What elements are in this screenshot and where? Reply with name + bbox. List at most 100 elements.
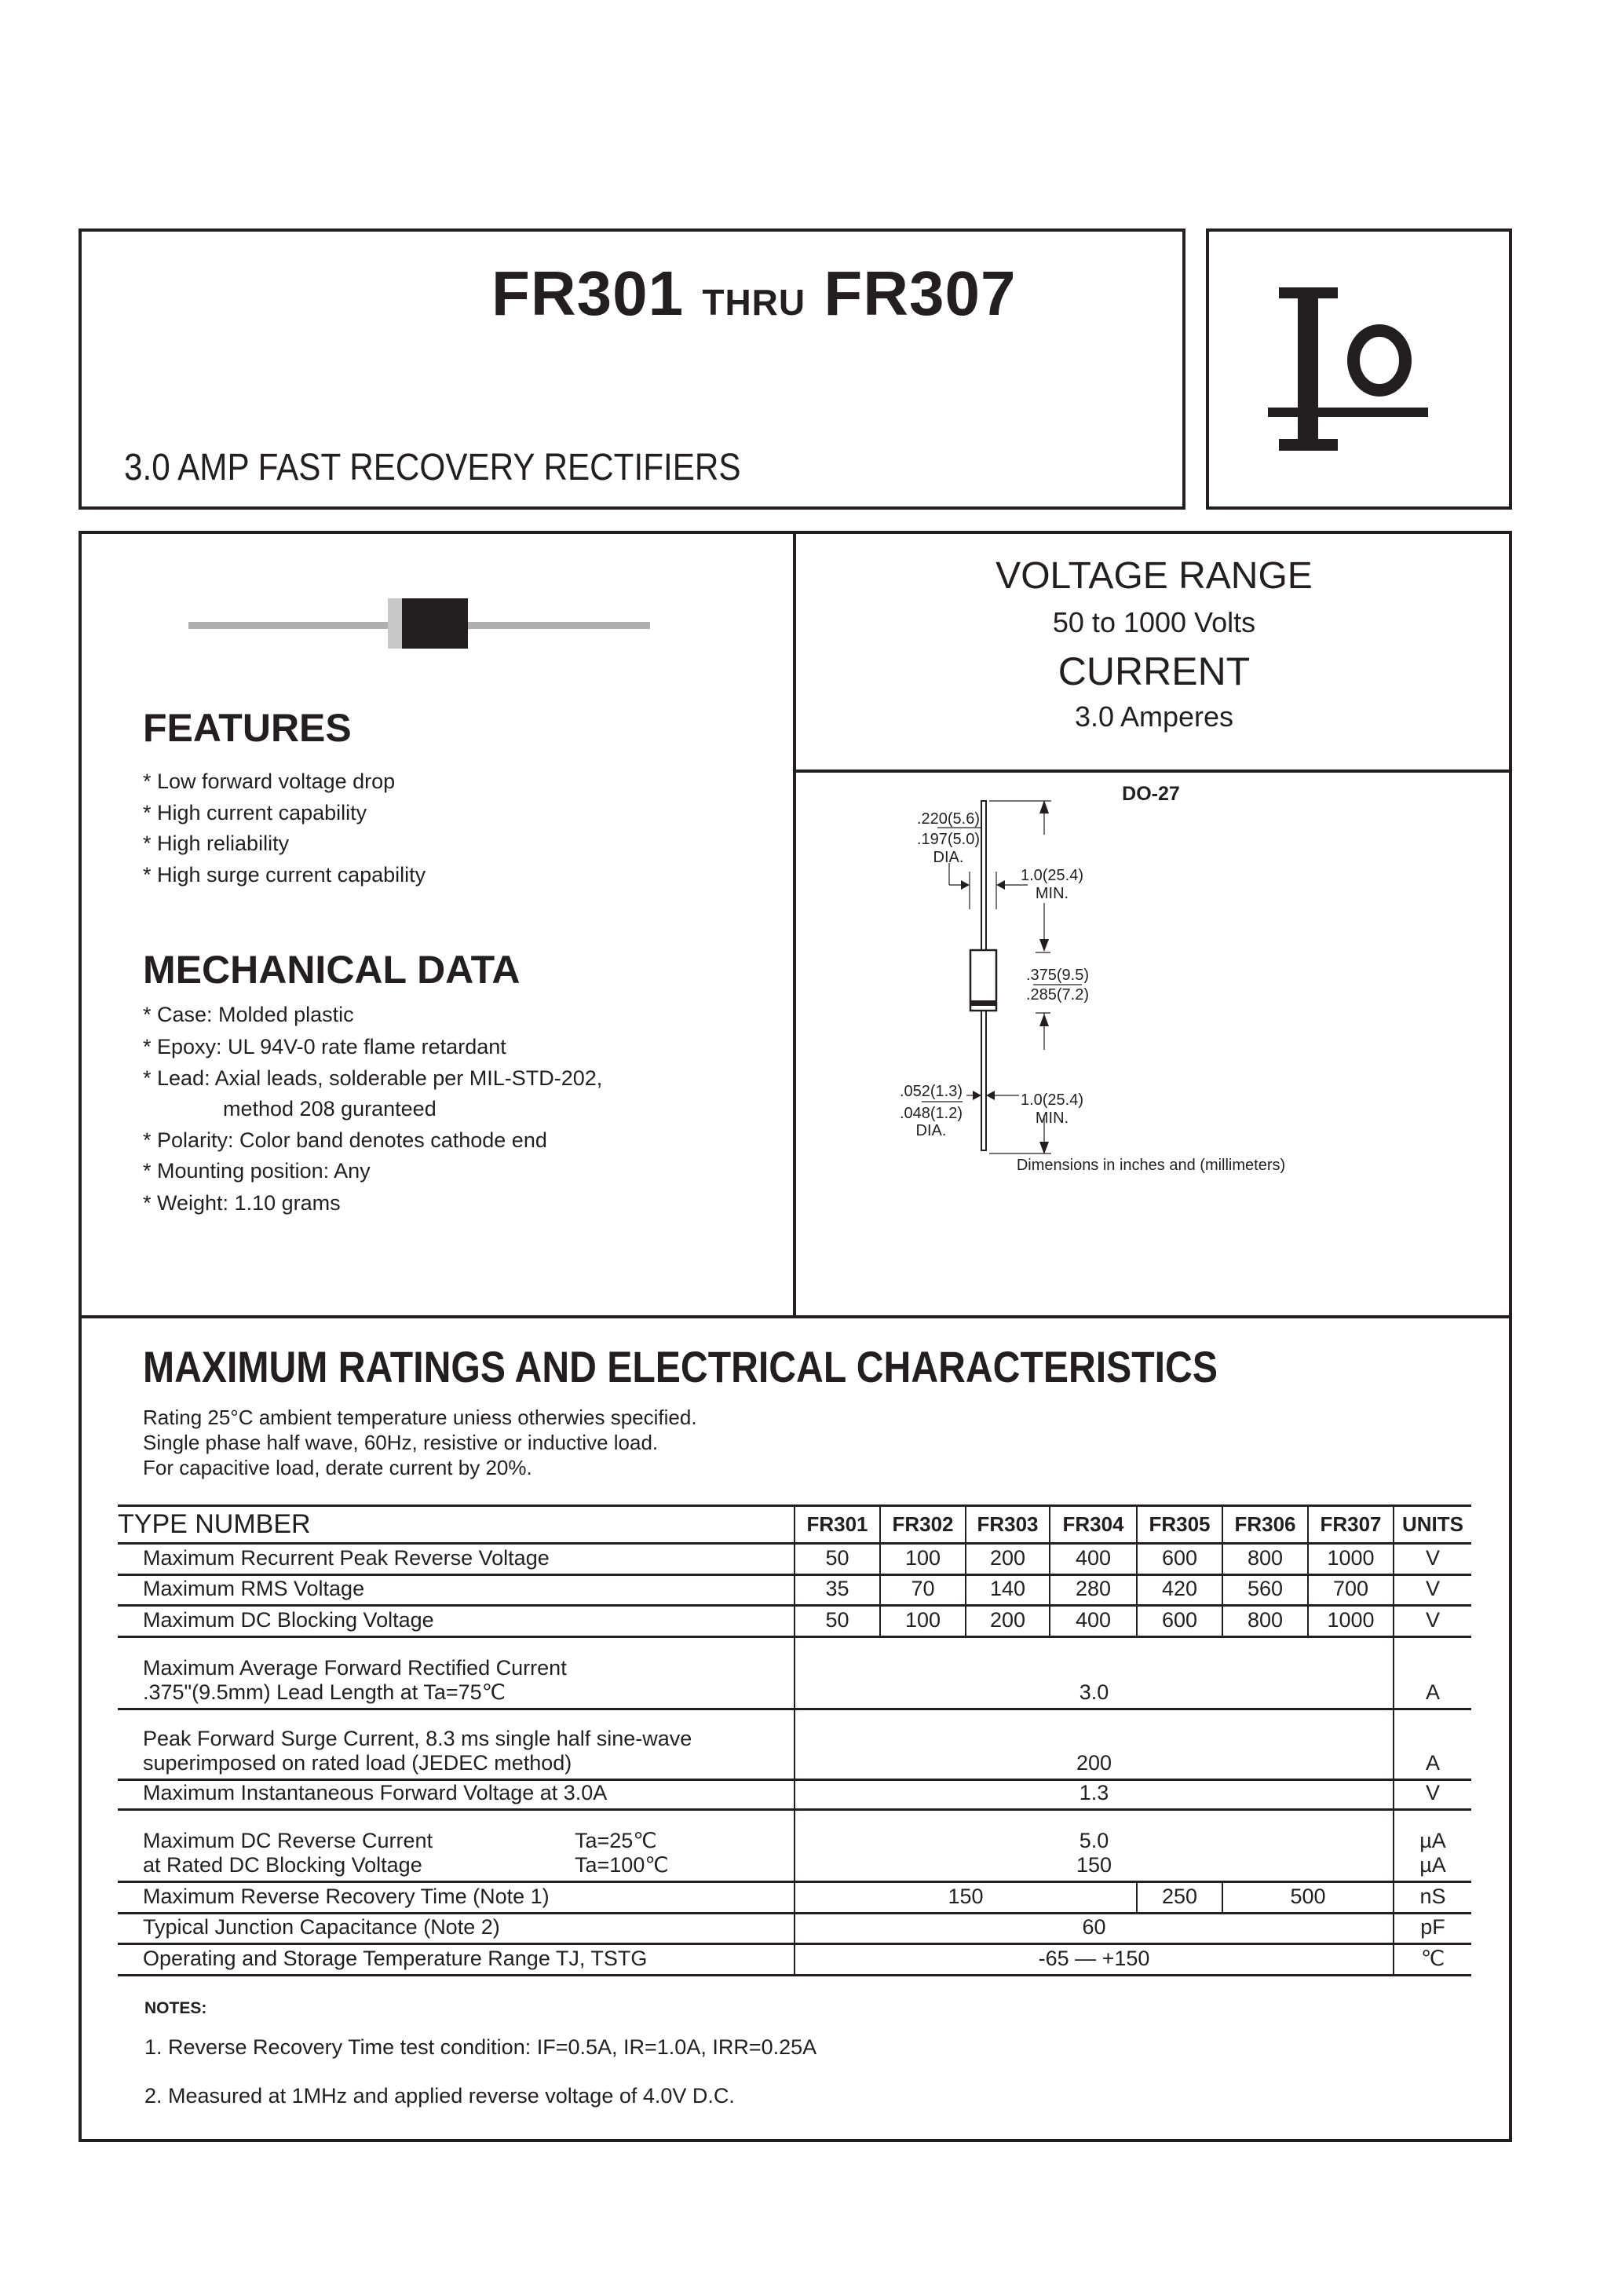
- row-label: Typical Junction Capacitance (Note 2): [118, 1913, 795, 1945]
- package-drawing: DO-27 .220(5.6) .197(5.0) DIA.: [900, 783, 1285, 1174]
- divider-right: [795, 770, 1512, 773]
- body-dia-min: .197(5.0): [917, 831, 980, 848]
- table-row: Maximum Reverse Recovery Time (Note 1) 1…: [118, 1881, 1471, 1914]
- cell: 200: [965, 1543, 1050, 1576]
- row-label-line2: .375"(9.5mm) Lead Length at Ta=75℃: [143, 1680, 506, 1704]
- cell: 3.0: [794, 1636, 1394, 1710]
- cell: 150: [794, 1881, 1137, 1914]
- rating-condition: Rating 25°C ambient temperature uniess o…: [143, 1406, 697, 1429]
- ratings-table: TYPE NUMBER FR301 FR302 FR303 FR304 FR30…: [118, 1504, 1471, 1976]
- page-title: FR301 THRU FR307: [491, 258, 1016, 330]
- mechanical-item: * Mounting position: Any: [143, 1159, 371, 1183]
- unit-cell: ℃: [1393, 1943, 1471, 1976]
- cell: 50: [794, 1543, 880, 1576]
- unit: µA: [1419, 1829, 1446, 1852]
- cell: 100: [879, 1605, 966, 1638]
- table-row: Operating and Storage Temperature Range …: [118, 1943, 1471, 1976]
- top-lead-min: MIN.: [1036, 885, 1069, 902]
- cell: -65 — +150: [794, 1943, 1394, 1976]
- table-row: Peak Forward Surge Current, 8.3 ms singl…: [118, 1709, 1471, 1781]
- unit-cell: pF: [1393, 1913, 1471, 1945]
- cell: 5.0 150: [794, 1809, 1394, 1883]
- features-heading: FEATURES: [143, 706, 352, 750]
- unit-cell: V: [1393, 1543, 1471, 1576]
- value-25c: 5.0: [1079, 1829, 1109, 1852]
- row-label-line1: Maximum Average Forward Rectified Curren…: [143, 1656, 567, 1680]
- title-box: [79, 229, 1185, 510]
- part-start: FR301: [491, 258, 685, 328]
- row-label: Operating and Storage Temperature Range …: [118, 1943, 795, 1976]
- unit-cell: A: [1393, 1709, 1471, 1781]
- cell: 1.3: [794, 1779, 1394, 1811]
- body-dia-max: .220(5.6): [917, 810, 980, 828]
- mechanical-item: * Epoxy: UL 94V-0 rate flame retardant: [143, 1035, 506, 1058]
- current-value: 3.0 Amperes: [1074, 700, 1234, 733]
- mechanical-item: * Polarity: Color band denotes cathode e…: [143, 1128, 547, 1152]
- voltage-range-value: 50 to 1000 Volts: [1052, 606, 1256, 638]
- cell: 400: [1049, 1543, 1137, 1576]
- table-header-row: TYPE NUMBER FR301 FR302 FR303 FR304 FR30…: [118, 1504, 1471, 1545]
- cell: 600: [1136, 1605, 1222, 1638]
- row-label-line1: Maximum DC Reverse Current: [143, 1829, 433, 1852]
- note-item: 2. Measured at 1MHz and applied reverse …: [144, 2084, 735, 2108]
- row-label: Maximum Average Forward Rectified Curren…: [118, 1636, 795, 1710]
- cell: 35: [794, 1574, 880, 1607]
- package-name: DO-27: [1122, 783, 1180, 805]
- mechanical-item: * Weight: 1.10 grams: [143, 1191, 341, 1215]
- table-row: Maximum Average Forward Rectified Curren…: [118, 1636, 1471, 1710]
- condition: Ta=100℃: [575, 1853, 669, 1877]
- table-row: Maximum Recurrent Peak Reverse Voltage 5…: [118, 1543, 1471, 1576]
- feature-item: * Low forward voltage drop: [143, 770, 396, 793]
- row-label: Maximum DC Reverse Current Ta=25℃ at Rate…: [118, 1809, 795, 1883]
- voltage-range-label: VOLTAGE RANGE: [995, 555, 1313, 597]
- cell: 800: [1222, 1543, 1308, 1576]
- cell: 800: [1222, 1605, 1308, 1638]
- unit-cell: µA µA: [1393, 1809, 1471, 1883]
- column-header: FR305: [1136, 1504, 1222, 1545]
- cell: 50: [794, 1605, 880, 1638]
- units-header: UNITS: [1393, 1504, 1471, 1545]
- row-label: Maximum Reverse Recovery Time (Note 1): [118, 1881, 795, 1914]
- mechanical-item: * Case: Molded plastic: [143, 1003, 354, 1026]
- body-len-min: .285(7.2): [1026, 986, 1089, 1004]
- part-end: FR307: [824, 258, 1017, 328]
- unit-cell: nS: [1393, 1881, 1471, 1914]
- unit: µA: [1419, 1853, 1446, 1877]
- cell: 560: [1222, 1574, 1308, 1607]
- cell: 420: [1136, 1574, 1222, 1607]
- cell: 280: [1049, 1574, 1137, 1607]
- row-label: Maximum Recurrent Peak Reverse Voltage: [118, 1543, 795, 1576]
- lead-dia-max: .052(1.3): [900, 1083, 963, 1100]
- lead-dia-min: .048(1.2): [900, 1105, 963, 1122]
- cell: 400: [1049, 1605, 1137, 1638]
- cell: 200: [965, 1605, 1050, 1638]
- cell: 700: [1307, 1574, 1394, 1607]
- notes-heading: NOTES:: [144, 1999, 207, 2017]
- column-header: FR307: [1307, 1504, 1394, 1545]
- thru-label: THRU: [702, 282, 806, 323]
- lead-dia-label: DIA.: [916, 1122, 947, 1139]
- value-100c: 150: [1076, 1853, 1112, 1877]
- current-label: CURRENT: [1058, 649, 1251, 693]
- cell: 250: [1136, 1881, 1222, 1914]
- rating-condition: Single phase half wave, 60Hz, resistive …: [143, 1431, 659, 1454]
- mechanical-item: * Lead: Axial leads, solderable per MIL-…: [143, 1066, 603, 1090]
- unit-cell: V: [1393, 1779, 1471, 1811]
- subtitle: 3.0 AMP FAST RECOVERY RECTIFIERS: [124, 447, 741, 488]
- column-header: FR302: [879, 1504, 966, 1545]
- table-row: Maximum RMS Voltage 35 70 140 280 420 56…: [118, 1574, 1471, 1607]
- feature-item: * High surge current capability: [143, 863, 426, 887]
- row-label: Maximum RMS Voltage: [118, 1574, 795, 1607]
- bottom-lead-length: 1.0(25.4): [1021, 1091, 1083, 1109]
- mechanical-item: method 208 guranteed: [223, 1097, 437, 1121]
- cell: 1000: [1307, 1605, 1394, 1638]
- divider-horizontal: [79, 1315, 1512, 1318]
- note-item: 1. Reverse Recovery Time test condition:…: [144, 2035, 817, 2059]
- table-row: Maximum DC Blocking Voltage 50 100 200 4…: [118, 1605, 1471, 1638]
- table-row: Typical Junction Capacitance (Note 2) 60…: [118, 1913, 1471, 1945]
- bottom-lead-min: MIN.: [1036, 1110, 1069, 1127]
- cell: 200: [794, 1709, 1394, 1781]
- diode-image: [188, 598, 650, 649]
- top-lead-length: 1.0(25.4): [1021, 867, 1083, 884]
- table-row: Maximum DC Reverse Current Ta=25℃ at Rate…: [118, 1809, 1471, 1883]
